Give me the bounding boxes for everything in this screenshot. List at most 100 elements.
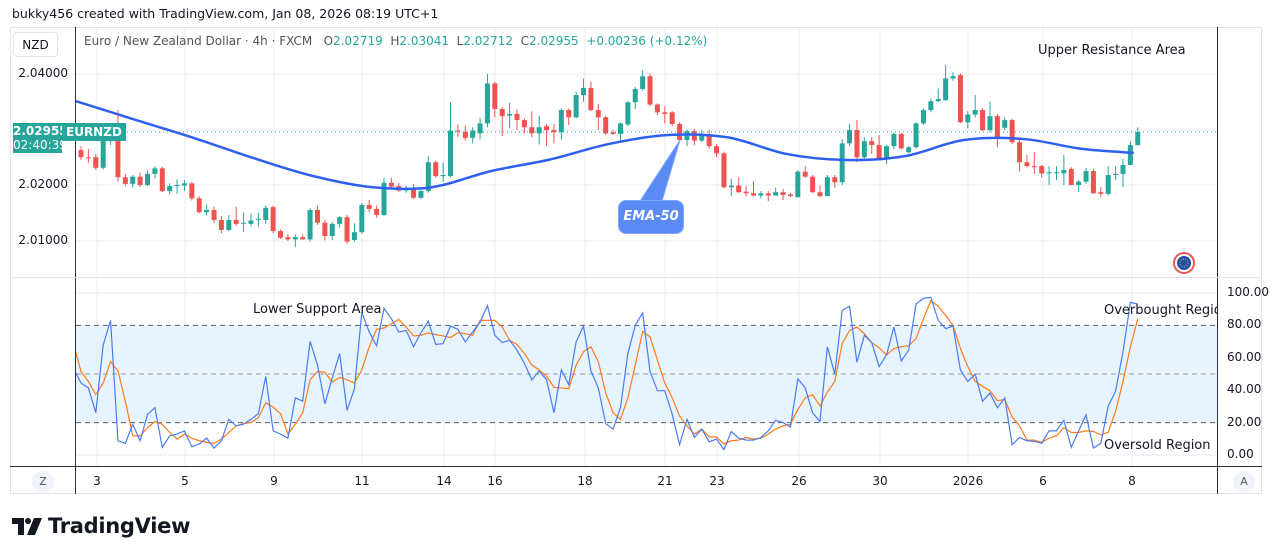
candle-body <box>802 171 808 177</box>
candle-body <box>928 101 934 111</box>
candle <box>255 212 261 227</box>
candle-body <box>617 123 623 134</box>
candle-body <box>950 76 956 79</box>
candle-body <box>898 133 904 149</box>
time-tick: 3 <box>93 474 101 488</box>
candle <box>1068 167 1074 185</box>
time-tick: 26 <box>791 474 807 488</box>
candle-body <box>610 132 616 134</box>
time-tick: 11 <box>354 474 370 488</box>
candle-body <box>787 194 793 197</box>
candle <box>499 107 505 137</box>
candle-body <box>366 204 372 209</box>
candle-body <box>411 189 417 198</box>
bar-countdown: 02:40:39 <box>13 138 67 152</box>
candle <box>861 137 867 159</box>
candle-body <box>507 113 513 116</box>
candle <box>1039 165 1045 178</box>
candle-body <box>514 113 520 121</box>
candle-body <box>241 222 247 224</box>
candle-body <box>152 168 158 174</box>
candle-body <box>329 223 335 237</box>
candle <box>943 65 949 102</box>
candle <box>625 101 631 127</box>
candle <box>965 111 971 129</box>
candle-body <box>196 198 202 213</box>
candle <box>787 192 793 198</box>
candle <box>780 188 786 200</box>
candle-body <box>263 207 269 220</box>
candle-body <box>100 140 106 168</box>
candle-body <box>270 207 276 232</box>
candle-body <box>1024 162 1030 167</box>
candle-body <box>314 209 320 223</box>
candle-body <box>1076 181 1082 185</box>
candle <box>1024 155 1030 168</box>
candle <box>913 122 919 149</box>
candle <box>684 129 690 147</box>
candle <box>374 205 380 218</box>
candle-body <box>854 130 860 158</box>
candle <box>344 214 350 244</box>
candle-body <box>780 192 786 195</box>
candle <box>270 205 276 234</box>
osc-tick: 0.00 <box>1227 447 1254 461</box>
candle-body <box>625 102 631 125</box>
candle <box>610 130 616 136</box>
candle-body <box>167 186 173 192</box>
symbol-label: EURNZD <box>62 123 126 141</box>
candle-body <box>758 193 764 196</box>
osc-tick: 40.00 <box>1227 382 1262 396</box>
candle-body <box>957 75 963 123</box>
candle-body <box>1031 166 1037 168</box>
candle <box>159 166 165 193</box>
candle <box>1105 166 1111 196</box>
candle <box>832 175 838 188</box>
time-tick: 21 <box>657 474 673 488</box>
candle <box>167 183 173 195</box>
candle <box>1009 118 1015 144</box>
lower-support-annotation: Lower Support Area <box>253 302 382 317</box>
candle <box>181 180 187 192</box>
time-tick: 2026 <box>952 474 984 488</box>
candle-body <box>721 153 727 188</box>
candle-body <box>137 176 143 185</box>
candle <box>795 170 801 198</box>
candle-body <box>1098 192 1104 194</box>
candle-body <box>351 232 357 240</box>
candle-body <box>374 208 380 215</box>
candle <box>93 153 99 171</box>
candle-body <box>93 157 99 168</box>
candle-body <box>218 219 224 230</box>
candle-body <box>595 110 601 118</box>
logo-text: TradingView <box>48 514 191 538</box>
candle <box>928 98 934 113</box>
candle <box>285 234 291 242</box>
candle <box>654 103 660 116</box>
candle <box>854 120 860 163</box>
candle-body <box>477 123 483 134</box>
candle <box>706 130 712 149</box>
candle <box>1046 166 1052 185</box>
candle-body <box>662 112 668 114</box>
candle <box>669 111 675 127</box>
candle <box>322 219 328 241</box>
candle <box>337 216 343 228</box>
open-value: 2.02719 <box>333 34 383 48</box>
candle <box>307 208 313 242</box>
timezone-button[interactable]: Z <box>32 471 54 493</box>
candle <box>632 86 638 109</box>
candle-body <box>795 171 801 198</box>
candle <box>714 143 720 158</box>
candle-body <box>322 222 328 237</box>
currency-button[interactable]: NZD <box>13 32 58 57</box>
candle <box>455 124 461 137</box>
candle <box>581 78 587 102</box>
auto-scale-button[interactable]: A <box>1233 471 1255 493</box>
candle <box>529 111 535 138</box>
candle-body <box>344 217 350 242</box>
candle-body <box>861 141 867 158</box>
ema-50-line <box>75 100 1134 191</box>
osc-tick: 80.00 <box>1227 317 1262 331</box>
